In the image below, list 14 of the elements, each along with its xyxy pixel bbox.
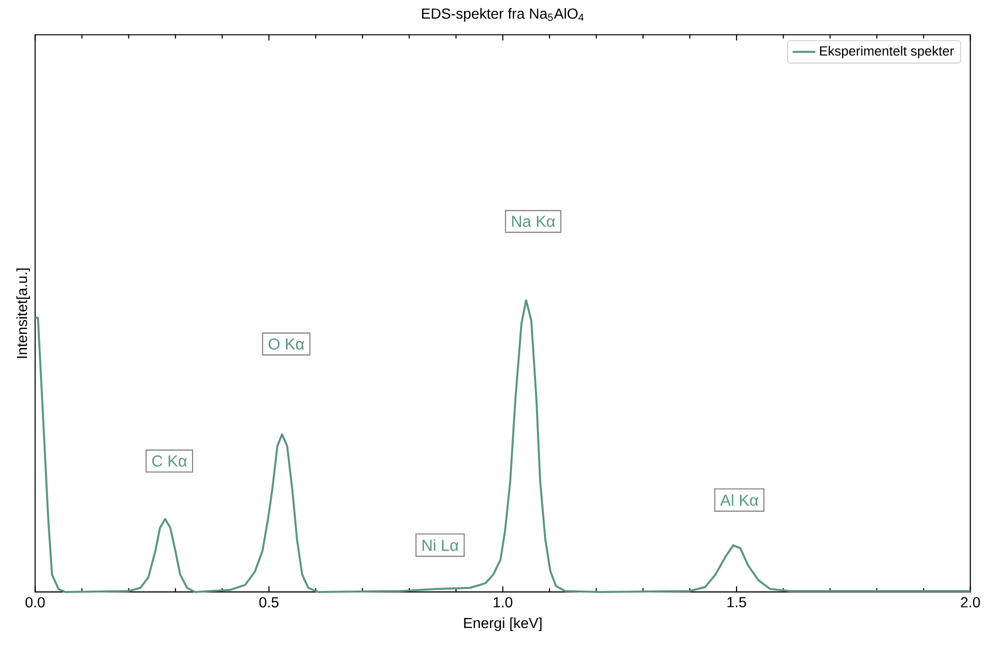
legend-label: Eksperimentelt spekter xyxy=(820,46,954,58)
annotation: C Kα xyxy=(152,455,187,467)
x-tick-label: 2.0 xyxy=(960,597,980,608)
text: Na Kα xyxy=(512,216,555,227)
x-tick-label: 1.0 xyxy=(494,597,512,608)
chart-title: EDS-spekter fra Na$_{5}$AlO$_{4}$ xyxy=(422,8,584,22)
y-axis-title: Intensitet[a.u.] xyxy=(16,268,30,358)
x-tick-label: 1.5 xyxy=(728,597,746,608)
annotation: Ni Lα xyxy=(422,539,458,551)
x-tick-label: 0.0 xyxy=(26,597,45,608)
x-tick-label: 0.5 xyxy=(259,597,278,608)
x-axis-title: Energi [keV] xyxy=(464,617,542,632)
annotation: O Kα xyxy=(268,338,304,350)
annotation: Al Kα xyxy=(720,494,758,506)
